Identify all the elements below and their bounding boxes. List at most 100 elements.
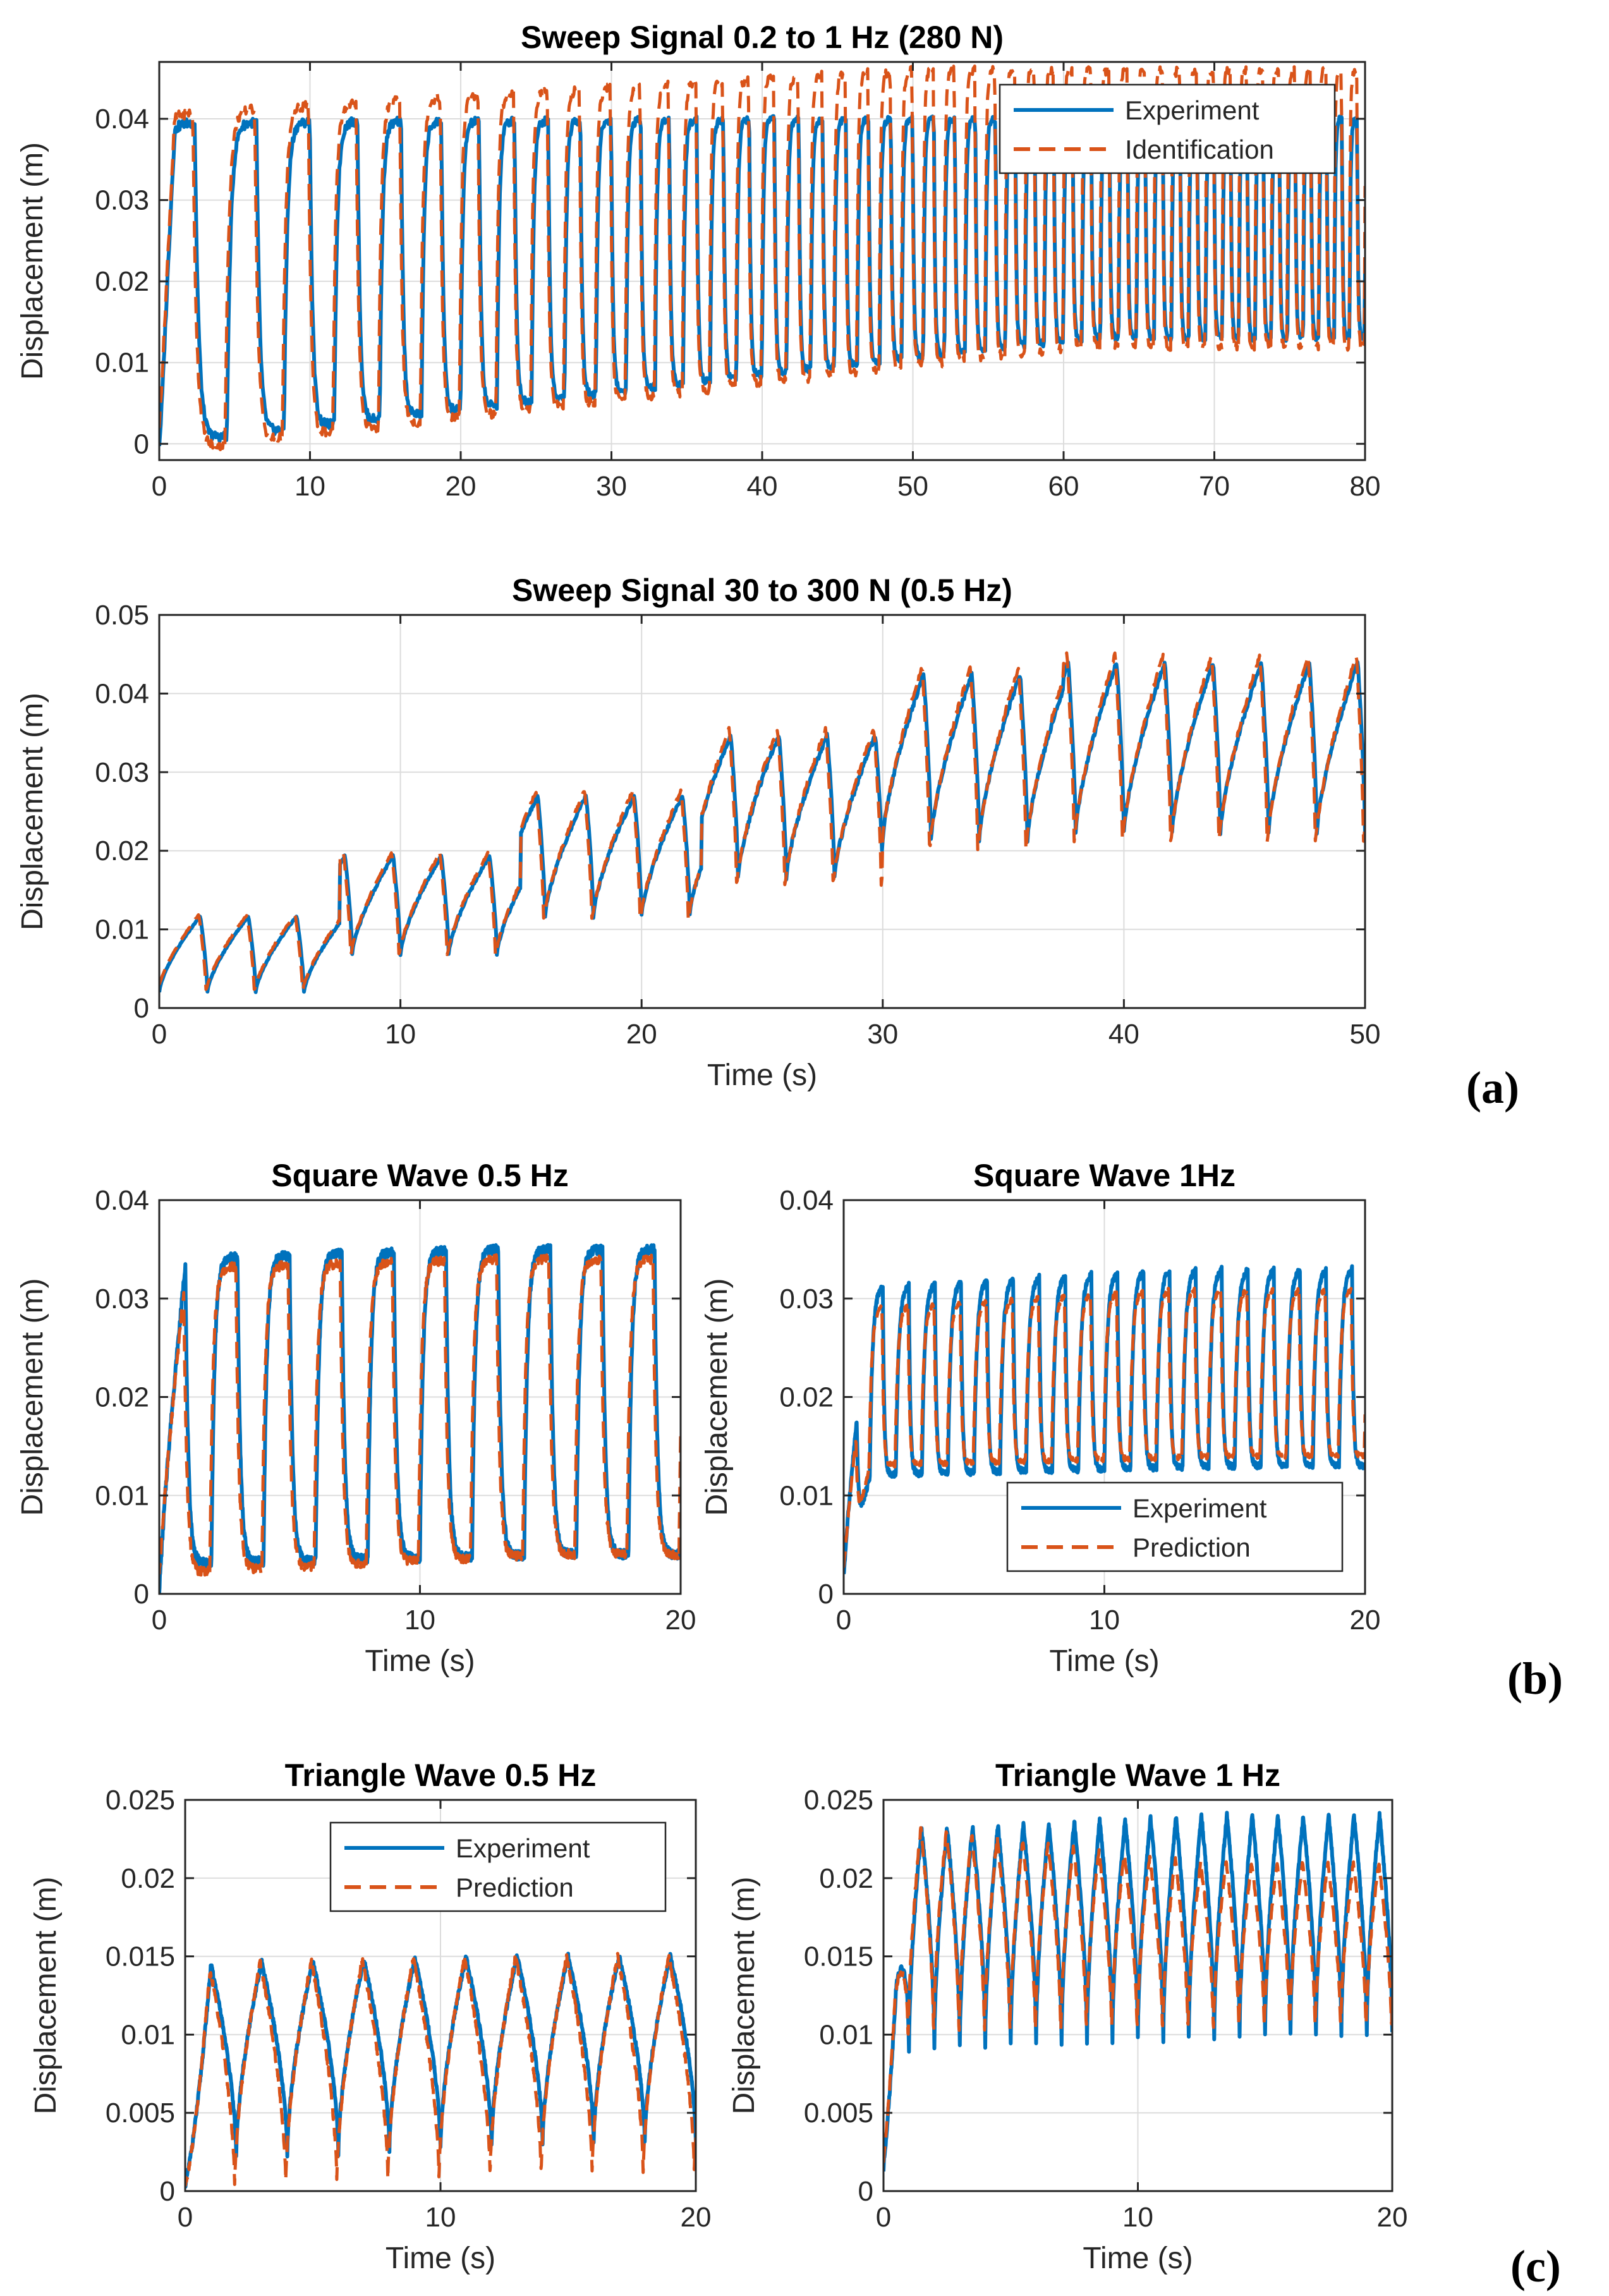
legend: Experiment Identification <box>999 83 1336 174</box>
y-axis-label: Displacement (m) <box>29 1876 63 2114</box>
series-line-prediction <box>844 1286 1365 1568</box>
chart-sweep-force: 0 10 20 30 40 50 0 0.01 0.02 0.03 0.04 0.05 Sweep Si… <box>16 573 1380 1092</box>
chart-title: Sweep Signal 0.2 to 1 Hz (280 N) <box>521 20 1004 55</box>
x-axis-label: Time (s) <box>1083 2242 1193 2275</box>
x-tick-label: 50 <box>897 471 928 502</box>
y-tick-label: 0.04 <box>95 1185 149 1216</box>
series-line-prediction <box>185 1952 696 2187</box>
x-tick-label: 10 <box>425 2202 456 2233</box>
chart-triangle-05: 0 10 20 0 0.005 0.01 0.015 0.02 0.025 Triangle Wa… <box>29 1758 711 2275</box>
y-tick-label: 0 <box>858 2176 873 2207</box>
legend-label-experiment: Experiment <box>456 1833 590 1863</box>
y-tick-label: 0.02 <box>121 1863 175 1894</box>
y-axis-label: Displacement (m) <box>16 142 49 380</box>
y-tick-label: 0.03 <box>779 1284 834 1315</box>
chart-square-1: 0 10 20 0 0.01 0.02 0.03 0.04 Square Wave 1Hz Dis… <box>700 1158 1380 1678</box>
y-tick-label: 0.02 <box>819 1863 873 1894</box>
chart-title: Square Wave 0.5 Hz <box>271 1158 569 1193</box>
x-tick-label: 30 <box>867 1019 898 1050</box>
x-tick-label: 10 <box>385 1019 416 1050</box>
y-tick-label: 0.025 <box>804 1785 873 1816</box>
legend-label-prediction: Prediction <box>456 1873 574 1902</box>
y-tick-label: 0.025 <box>106 1785 175 1816</box>
axes-box <box>158 614 1366 1009</box>
y-tick-label: 0 <box>160 2176 175 2207</box>
legend-box <box>999 83 1336 174</box>
y-tick-label: 0.03 <box>95 757 149 788</box>
y-tick-label: 0 <box>134 1579 149 1610</box>
legend-label-experiment: Experiment <box>1132 1493 1267 1523</box>
x-tick-label: 60 <box>1048 471 1079 502</box>
series-line-prediction <box>159 1253 681 1578</box>
y-axis-label: Displacement (m) <box>16 1278 49 1515</box>
x-tick-label: 40 <box>747 471 778 502</box>
y-tick-label: 0.015 <box>804 1941 873 1972</box>
chart-triangle-1: 0 10 20 0 0.005 0.01 0.015 0.02 0.025 Triangle Wa… <box>727 1758 1407 2275</box>
y-tick-label: 0.01 <box>95 914 149 945</box>
series-line-experiment <box>159 1242 681 1593</box>
y-tick-label: 0.01 <box>121 2019 175 2050</box>
y-tick-label: 0 <box>818 1579 834 1610</box>
y-axis-label: Displacement (m) <box>700 1278 734 1515</box>
x-axis-label: Time (s) <box>707 1059 817 1092</box>
y-tick-label: 0.04 <box>779 1185 834 1216</box>
legend-label-prediction: Prediction <box>1132 1533 1251 1562</box>
y-tick-label: 0.03 <box>95 1284 149 1315</box>
y-tick-label: 0.02 <box>95 1382 149 1413</box>
y-tick-label: 0 <box>134 993 149 1024</box>
x-tick-label: 20 <box>1377 2202 1408 2233</box>
y-axis-label: Displacement (m) <box>727 1876 761 2114</box>
panel-label-c: (c) <box>1510 2241 1561 2292</box>
x-tick-label: 40 <box>1108 1019 1139 1050</box>
chart-sweep-freq: 0 10 20 30 40 50 60 70 80 0 0.01 0.02 0.03 0.04 Sweep … <box>16 20 1380 502</box>
x-tick-label: 50 <box>1350 1019 1381 1050</box>
x-tick-label: 10 <box>404 1605 435 1636</box>
x-tick-label: 0 <box>152 1019 167 1050</box>
legend: Experiment Prediction <box>1006 1481 1344 1572</box>
x-tick-label: 20 <box>446 471 477 502</box>
legend-label-identification: Identification <box>1125 135 1274 164</box>
y-tick-label: 0.02 <box>95 266 149 297</box>
x-tick-label: 0 <box>876 2202 891 2233</box>
y-tick-label: 0.04 <box>95 678 149 709</box>
chart-title: Sweep Signal 30 to 300 N (0.5 Hz) <box>512 573 1012 608</box>
panel-label-a: (a) <box>1466 1062 1519 1113</box>
x-tick-label: 10 <box>294 471 325 502</box>
x-tick-label: 70 <box>1199 471 1230 502</box>
chart-square-05: 0 10 20 0 0.01 0.02 0.03 0.04 Square Wave 0.5 Hz… <box>16 1158 696 1678</box>
y-tick-label: 0.015 <box>106 1941 175 1972</box>
y-tick-label: 0.005 <box>106 2098 175 2129</box>
y-tick-label: 0.02 <box>779 1382 834 1413</box>
x-tick-label: 0 <box>178 2202 193 2233</box>
x-axis-label: Time (s) <box>365 1644 475 1678</box>
y-tick-label: 0.03 <box>95 185 149 216</box>
y-tick-label: 0.01 <box>95 1480 149 1511</box>
x-axis-label: Time (s) <box>1049 1644 1159 1678</box>
panel-label-b: (b) <box>1507 1653 1563 1704</box>
y-tick-label: 0.04 <box>95 104 149 135</box>
x-tick-label: 20 <box>626 1019 657 1050</box>
x-tick-label: 80 <box>1350 471 1381 502</box>
x-tick-label: 20 <box>1350 1605 1381 1636</box>
y-axis-label: Displacement (m) <box>16 693 49 930</box>
x-tick-label: 30 <box>596 471 627 502</box>
x-tick-label: 10 <box>1089 1605 1120 1636</box>
y-tick-label: 0.01 <box>779 1480 834 1511</box>
x-tick-label: 10 <box>1122 2202 1153 2233</box>
legend-box <box>1006 1481 1344 1572</box>
series-line-identification <box>159 651 1365 992</box>
chart-title: Triangle Wave 0.5 Hz <box>285 1758 597 1793</box>
y-tick-label: 0.01 <box>819 2019 873 2050</box>
series-line-identification <box>159 64 1365 451</box>
y-tick-label: 0.02 <box>95 835 149 866</box>
x-tick-label: 20 <box>665 1605 696 1636</box>
series-line-prediction <box>883 1826 1392 2163</box>
y-tick-label: 0.005 <box>804 2098 873 2129</box>
y-tick-label: 0 <box>134 428 149 459</box>
x-tick-label: 20 <box>681 2202 712 2233</box>
series-line-experiment <box>844 1264 1365 1575</box>
x-axis-label: Time (s) <box>386 2242 495 2275</box>
x-tick-label: 0 <box>152 471 167 502</box>
y-tick-label: 0.05 <box>95 600 149 631</box>
